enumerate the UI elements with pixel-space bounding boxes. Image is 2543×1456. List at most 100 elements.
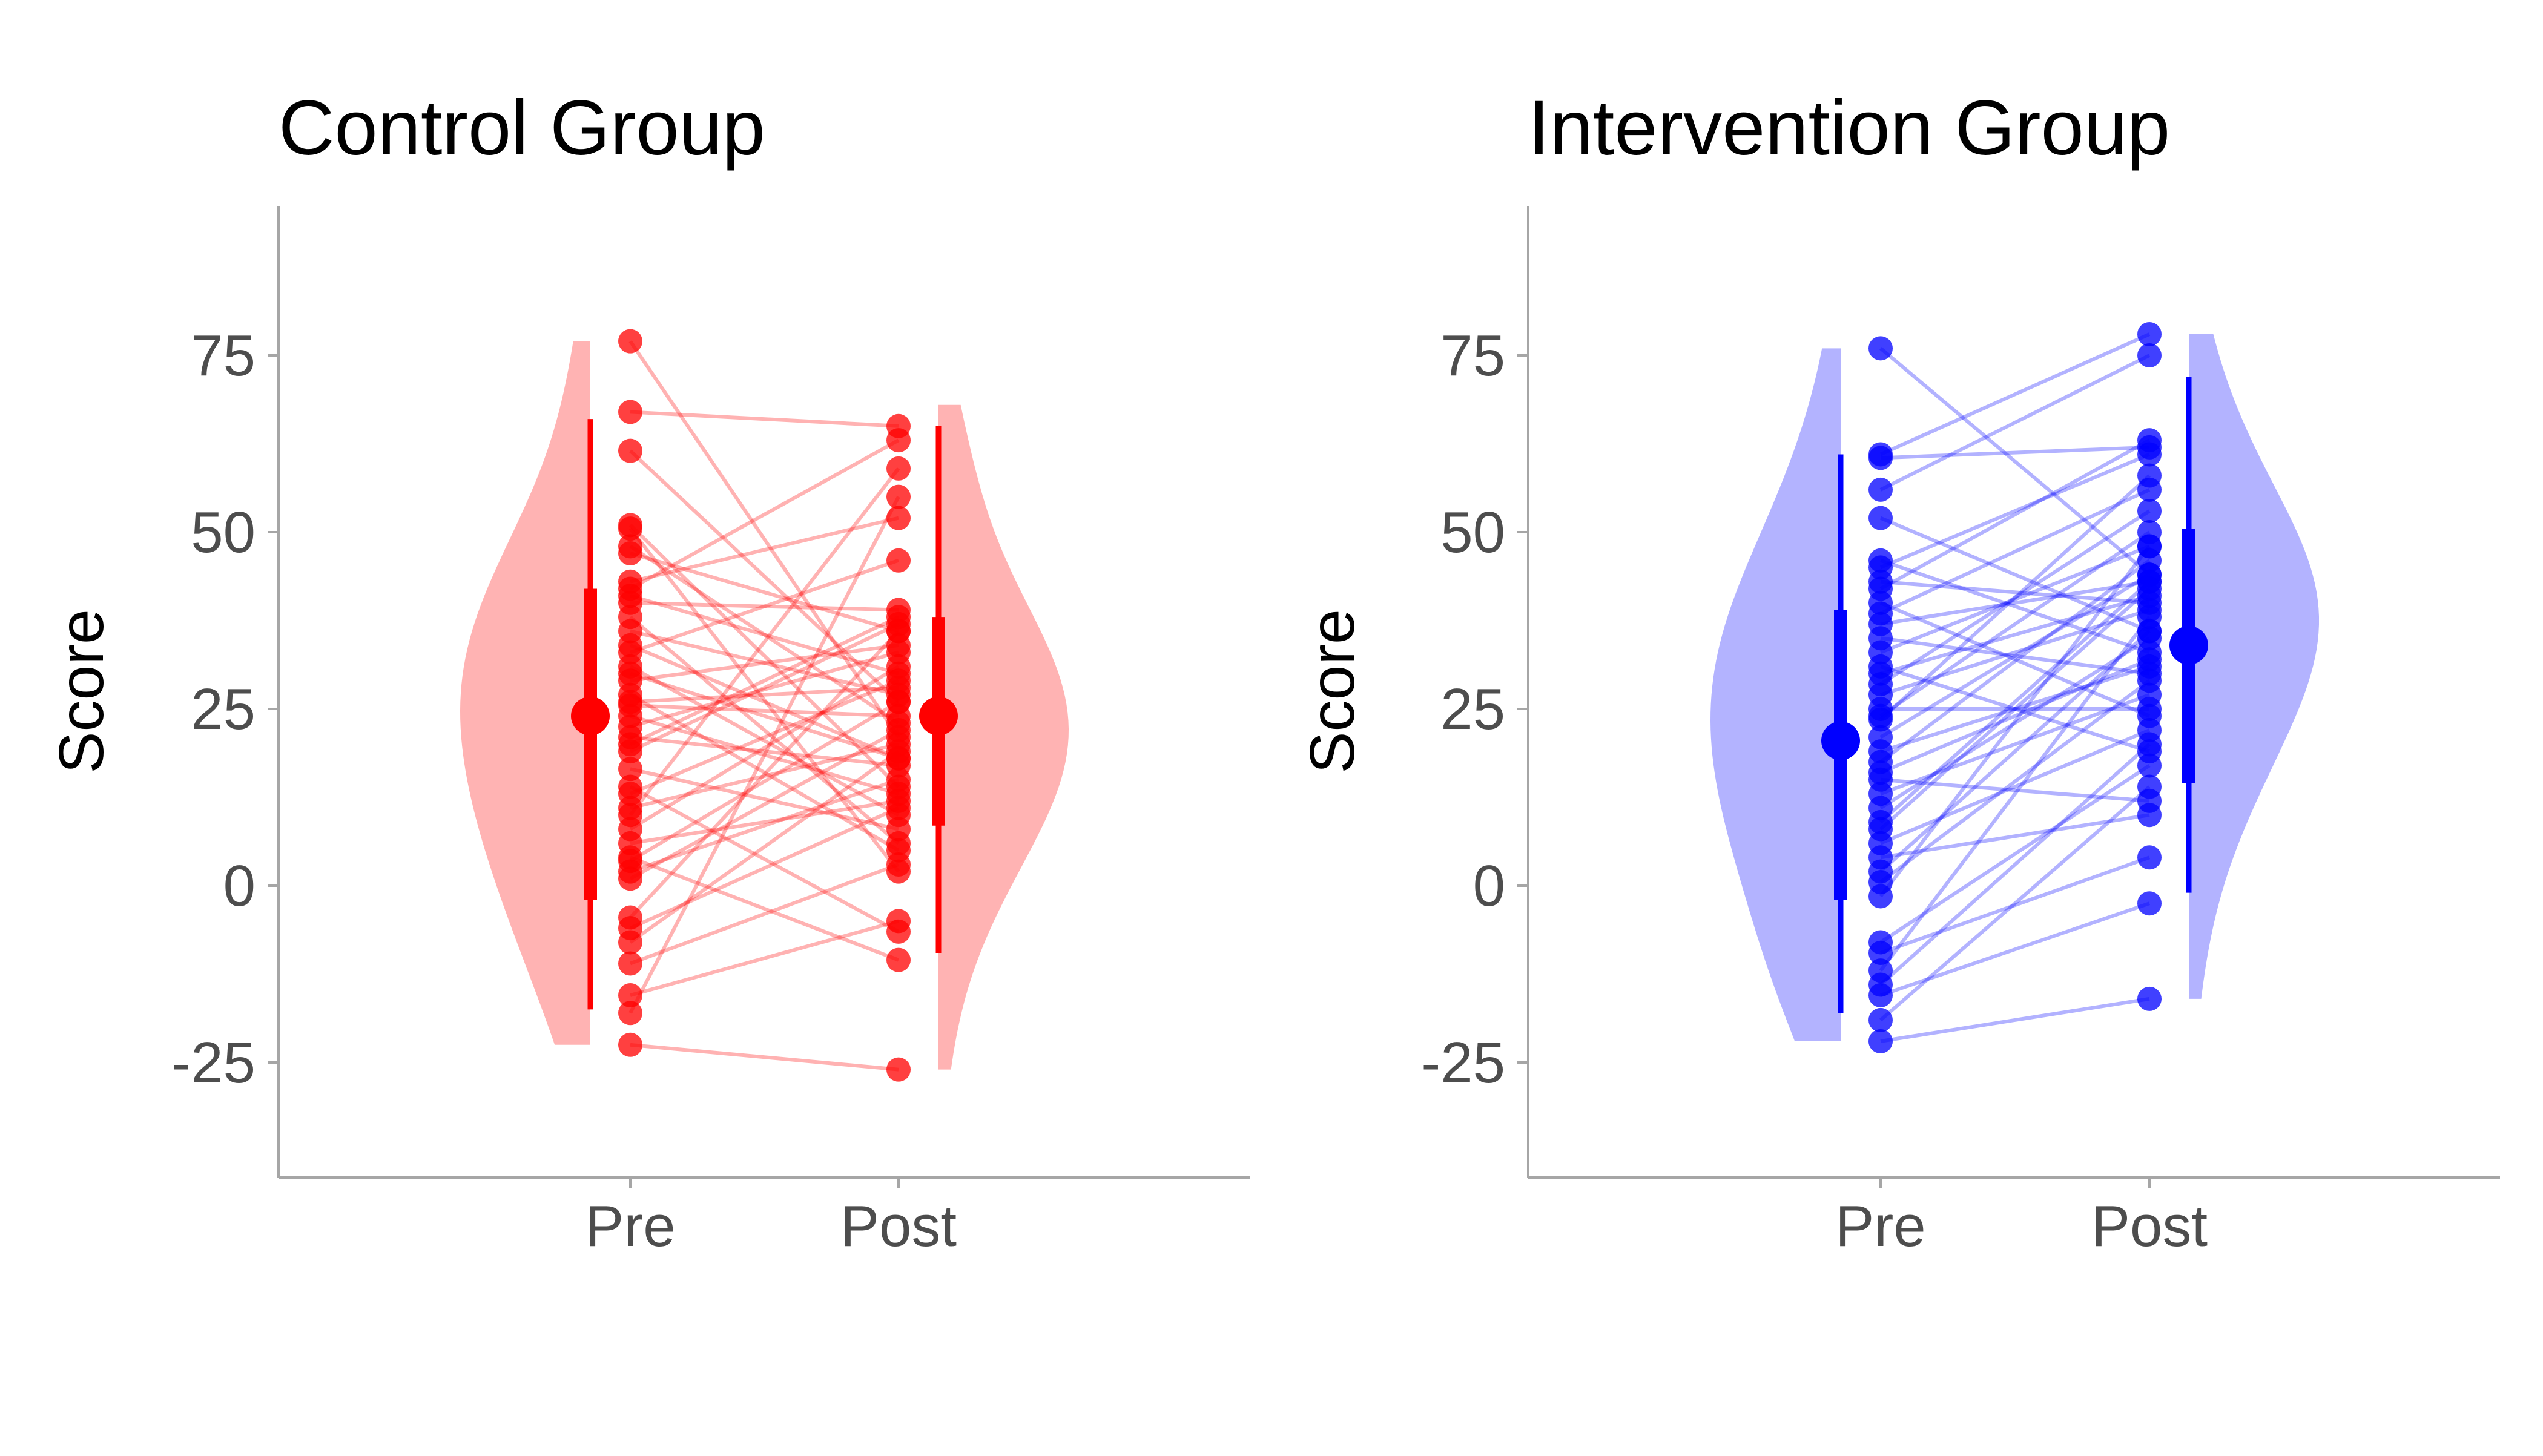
summary-stats [1821,377,2208,1013]
pair-line [629,728,900,880]
pair-line [1879,347,2151,576]
y-tick-label: 0 [223,854,256,918]
pre-point [1868,477,1893,502]
x-axis-ticks: Pre Post [585,1178,957,1259]
post-point [886,831,911,855]
pre-point [1868,703,1893,728]
pair-line [628,340,900,739]
pair-line [1879,580,2151,824]
pair-line [1879,679,2151,884]
pair-line [630,558,899,654]
pair-line [1879,785,2151,1022]
pair-line [630,643,899,683]
pair-line [1880,901,2150,997]
pair-line [1879,354,2151,492]
pair-line [1880,608,2150,697]
pre-point [618,757,642,782]
pre-point [1868,336,1893,361]
pair-line [1879,616,2151,972]
pair-line [630,601,899,612]
pair-line [630,742,899,810]
pair-line [628,449,900,703]
pre-point [1868,809,1893,834]
post-point [2137,986,2162,1011]
post-point [2137,343,2162,367]
pair-line [1879,530,2151,718]
post-point [2137,732,2162,757]
post-point [886,919,911,944]
pair-line [630,552,899,633]
y-axis-title: Score [47,609,117,774]
pair-line [1879,545,2151,898]
pair-line [629,665,900,831]
pair-line [628,630,900,919]
pair-line [1879,559,2151,764]
y-tick-label: 25 [1440,677,1505,742]
pre-point [618,400,642,424]
pair-line [629,749,900,944]
pair-line [630,650,899,729]
pair-line [1879,636,2151,810]
pre-point [1868,661,1893,686]
pre-point [618,983,642,1008]
pair-line [630,629,899,697]
data-points [618,329,911,1082]
y-tick-label: -25 [171,1030,256,1095]
pre-point [1868,760,1893,785]
pair-line [628,527,900,873]
pair-line [629,615,900,845]
post-point [2137,774,2162,799]
pair-line [1880,445,2150,460]
pair-line [1879,438,2151,591]
panel-title: Control Group [279,85,765,171]
pair-line [1879,509,2151,686]
violins [460,341,1069,1070]
pair-line [1879,452,2151,570]
pre-point [618,732,642,757]
post-point [2137,520,2162,544]
pair-line [1879,743,2151,986]
summary-median [1821,721,1860,760]
pair-line [630,410,899,428]
pair-line [630,777,899,874]
post-point [886,796,911,820]
pair-line [1879,516,2151,633]
post-point [2137,498,2162,523]
pair-line [1880,665,2150,753]
pair-lines [1879,332,2151,1043]
post-point [886,947,911,972]
violin-pre [460,341,590,1045]
pair-line [1880,594,2150,676]
y-tick-label: 25 [191,677,256,742]
pair-line [1879,601,2151,718]
pre-point [618,605,642,630]
post-point [886,711,911,736]
pre-point [618,1001,642,1026]
summary-median [919,696,958,736]
pair-line [1880,579,2150,605]
pair-line [1880,996,2150,1043]
pair-line [630,516,899,584]
y-axis-ticks: -25 0 25 50 75 [171,323,279,1095]
control-group-panel: Control Group -25 0 25 50 75 Pre Post Score [47,85,1250,1259]
pair-line [630,685,899,704]
pair-line [629,622,900,753]
pair-line [1880,558,2150,654]
post-point [886,675,911,700]
post-point [2137,569,2162,594]
pre-point [618,845,642,870]
pair-line [630,714,899,796]
pair-line [1879,587,2151,831]
post-point [2137,753,2162,778]
post-point [886,428,911,453]
panel-title: Intervention Group [1528,85,2170,171]
pair-line [630,703,899,718]
pair-line [1880,665,2150,753]
post-point [886,506,911,530]
pair-line [629,855,900,962]
x-tick-label: Pre [585,1194,675,1259]
pre-point [618,329,642,354]
y-tick-label: 75 [191,323,256,388]
pair-line [630,919,899,997]
pair-line [1879,657,2151,774]
